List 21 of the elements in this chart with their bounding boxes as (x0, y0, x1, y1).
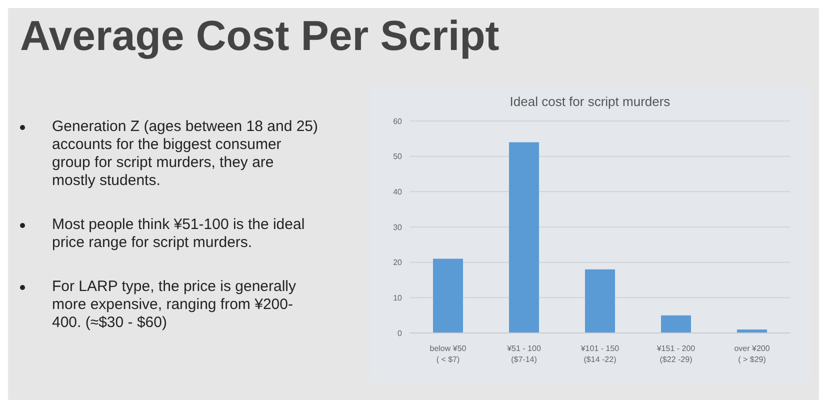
chart-subtitle: Ideal cost for script murders (508, 94, 672, 109)
x-tick-label: below ¥50 ( < $7) (430, 344, 467, 364)
chart-title: Average Cost Per Script (20, 12, 500, 60)
x-tick-label: ¥151 - 200 ($22 -29) (656, 344, 696, 364)
x-tick-label: over ¥200 ( > $29) (734, 344, 770, 364)
text: For LARP type, the price is generally more expensive, ranging from ¥200-400. (≈$30 - $60) (52, 278, 298, 332)
y-tick-label: 0 (398, 328, 403, 338)
y-tick-label: 60 (393, 116, 403, 126)
text: Most people think ¥51-100 is the ideal price range for script murders. (52, 216, 306, 252)
bar (661, 315, 691, 333)
x-tick-label: ¥51 - 100 ($7-14) (506, 344, 542, 364)
y-tick-label: 40 (393, 188, 403, 197)
y-tick-label: 20 (393, 258, 403, 268)
bar (509, 142, 539, 333)
y-tick-label: 30 (393, 222, 403, 232)
bar (433, 258, 463, 333)
x-tick-label: ¥101 - 150 ($14 -22) (580, 344, 620, 364)
bar (585, 269, 615, 333)
y-tick-label: 50 (393, 152, 403, 162)
text: Generation Z (ages between 18 and 25) accounts for the biggest consumer group for script murders, they are mostly students. (52, 118, 318, 190)
y-tick-label: 10 (393, 294, 403, 303)
